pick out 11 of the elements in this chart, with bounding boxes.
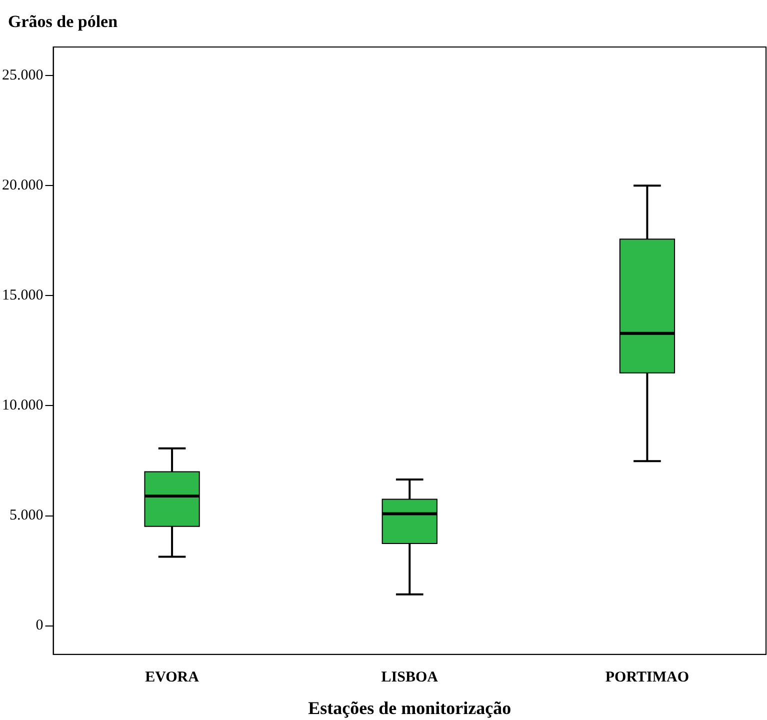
y-tick-label: 0 xyxy=(36,618,44,634)
y-tick-label: 20.000 xyxy=(2,178,44,194)
y-axis-title: Grãos de pólen xyxy=(8,12,118,32)
y-tick-label: 25.000 xyxy=(2,68,44,84)
x-tick-label: EVORA xyxy=(145,669,200,686)
y-tick-label: 15.000 xyxy=(2,288,44,304)
y-tick-label: 10.000 xyxy=(2,398,44,414)
y-tick-label: 5.000 xyxy=(10,508,44,524)
x-tick-label: PORTIMAO xyxy=(605,669,690,686)
x-tick-label: LISBOA xyxy=(381,669,438,686)
x-axis-title: Estações de monitorização xyxy=(308,698,512,718)
